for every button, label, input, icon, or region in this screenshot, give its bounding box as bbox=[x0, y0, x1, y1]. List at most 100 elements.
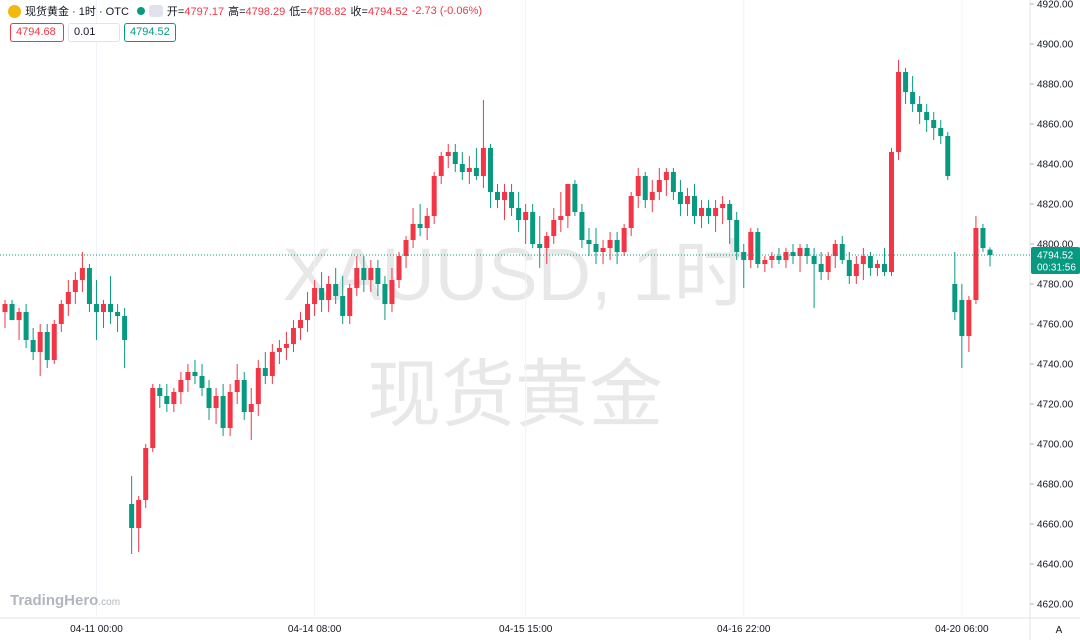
y-tick-label: 4840.00 bbox=[1037, 160, 1074, 171]
brand-name: TradingHero bbox=[10, 592, 99, 609]
countdown: 00:31:56 bbox=[1037, 262, 1076, 273]
y-tick-label: 4700.00 bbox=[1037, 440, 1074, 451]
candle-body bbox=[537, 244, 543, 248]
candle-body bbox=[65, 292, 71, 304]
spread: 0.01 bbox=[68, 23, 120, 42]
ohlc-value: 4794.52 bbox=[367, 6, 408, 18]
candle-body bbox=[283, 344, 289, 348]
candle-body bbox=[157, 388, 163, 396]
candle-body bbox=[663, 172, 669, 180]
candle-body bbox=[185, 372, 191, 380]
candle-body bbox=[734, 220, 740, 252]
symbol-title[interactable]: 现货黄金 · 1时 · OTC bbox=[25, 6, 129, 18]
scale-button[interactable]: A bbox=[1056, 625, 1063, 636]
candle-body bbox=[227, 392, 233, 428]
candle-body bbox=[614, 240, 620, 252]
sell-price[interactable]: 4794.68 bbox=[10, 23, 64, 42]
ohlc-value: 4797.17 bbox=[184, 6, 225, 18]
candle-body bbox=[403, 240, 409, 256]
candle-body bbox=[9, 304, 15, 320]
candle-body bbox=[952, 284, 958, 312]
candle-body bbox=[839, 244, 845, 260]
candle-body bbox=[797, 248, 803, 256]
change: -2.73 (-0.06%) bbox=[411, 5, 483, 17]
candle-body bbox=[290, 328, 296, 344]
symbol-icon bbox=[8, 4, 21, 18]
y-tick-label: 4660.00 bbox=[1037, 520, 1074, 531]
candle-body bbox=[973, 228, 979, 300]
candle-body bbox=[480, 148, 486, 176]
candle-body bbox=[72, 280, 78, 292]
watermark: XAUUSD, 1时 bbox=[283, 233, 748, 316]
candle-body bbox=[424, 216, 430, 228]
candle-body bbox=[340, 296, 346, 316]
y-tick-label: 4820.00 bbox=[1037, 200, 1074, 211]
menu-button[interactable] bbox=[148, 5, 163, 17]
candle-body bbox=[326, 284, 332, 300]
candle-body bbox=[889, 152, 894, 272]
candle-body bbox=[361, 268, 367, 280]
candle-body bbox=[572, 184, 578, 212]
candle-body bbox=[980, 228, 986, 248]
candle-body bbox=[375, 268, 381, 284]
candle-body bbox=[276, 348, 282, 352]
candle-body bbox=[487, 148, 493, 192]
candle-body bbox=[938, 128, 944, 136]
candle-body bbox=[206, 388, 212, 408]
candle-body bbox=[298, 320, 303, 328]
candle-body bbox=[30, 340, 36, 352]
ohlc-item: 开=4797.17 bbox=[167, 3, 224, 19]
candle-body bbox=[417, 224, 423, 228]
ohlc-item: 收=4794.52 bbox=[351, 3, 408, 19]
buy-price[interactable]: 4794.52 bbox=[124, 23, 176, 42]
candle-body bbox=[473, 168, 479, 176]
candle-body bbox=[959, 300, 965, 336]
y-tick-label: 4760.00 bbox=[1037, 320, 1074, 331]
candle-body bbox=[607, 240, 613, 248]
x-tick-label: 04-16 22:00 bbox=[717, 624, 771, 635]
candle-body bbox=[628, 196, 634, 228]
price-tag-label: 4794.52 bbox=[1037, 250, 1074, 261]
candle-body bbox=[783, 252, 789, 260]
candle-body bbox=[818, 264, 824, 272]
scale-button-bg[interactable] bbox=[1052, 621, 1066, 636]
candle-body bbox=[966, 300, 972, 336]
candle-body bbox=[903, 72, 909, 92]
candle-body bbox=[565, 184, 571, 216]
candle-body bbox=[558, 216, 564, 220]
ohlc-legend: 开=4797.17 高=4798.29 低=4788.82 收=4794.52 bbox=[167, 3, 408, 19]
candle-body bbox=[642, 176, 648, 200]
x-tick-label: 04-20 06:00 bbox=[935, 624, 989, 635]
candle-body bbox=[16, 312, 22, 320]
candle-body bbox=[924, 112, 930, 120]
ohlc-value: 4798.29 bbox=[245, 6, 286, 18]
candle-body bbox=[382, 284, 388, 304]
candle-body bbox=[769, 256, 775, 260]
candle-body bbox=[79, 268, 85, 280]
candle-body bbox=[720, 204, 726, 208]
candle-body bbox=[846, 260, 852, 276]
candle-body bbox=[860, 256, 866, 264]
candle-body bbox=[579, 212, 585, 240]
candle-body bbox=[51, 324, 57, 360]
candle-body bbox=[115, 312, 121, 316]
candle-body bbox=[241, 380, 247, 412]
ohlc-label: 收= bbox=[350, 6, 368, 18]
y-tick-label: 4680.00 bbox=[1037, 480, 1074, 491]
y-tick-label: 4740.00 bbox=[1037, 360, 1074, 371]
candle-body bbox=[248, 404, 254, 412]
y-tick-label: 4780.00 bbox=[1037, 280, 1074, 291]
candle-body bbox=[466, 168, 472, 172]
candle-body bbox=[354, 268, 360, 288]
candle-body bbox=[347, 288, 353, 316]
candle-body bbox=[122, 316, 128, 340]
candle-body bbox=[776, 256, 782, 260]
candle-body bbox=[438, 156, 444, 176]
candle-body bbox=[656, 180, 662, 192]
x-tick-label: 04-14 08:00 bbox=[288, 624, 342, 635]
candle-body bbox=[509, 192, 515, 208]
y-tick-label: 4900.00 bbox=[1037, 40, 1074, 51]
market-status[interactable] bbox=[136, 7, 145, 15]
